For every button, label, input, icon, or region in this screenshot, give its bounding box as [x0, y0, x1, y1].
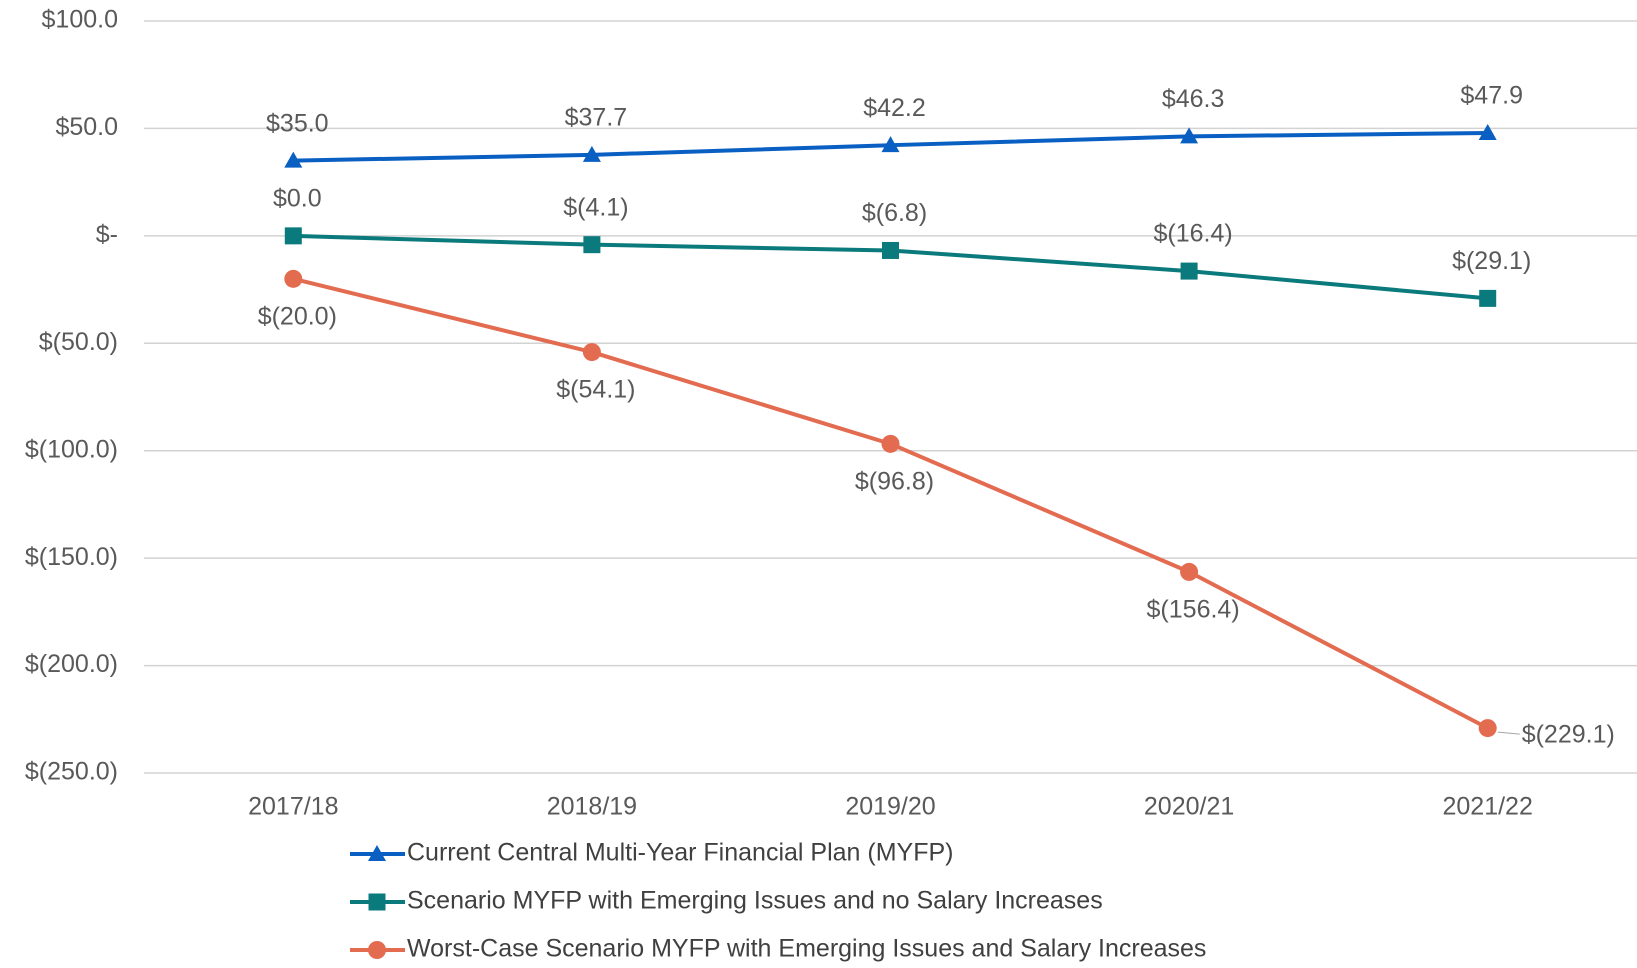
leader-line [1497, 731, 1520, 735]
marker [284, 269, 303, 288]
data-label: $35.0 [266, 109, 329, 137]
data-label: $(229.1) [1522, 721, 1615, 749]
legend-item: Scenario MYFP with Emerging Issues and n… [350, 887, 1103, 915]
legend-marker [368, 941, 386, 959]
y-tick-label: $(150.0) [25, 543, 118, 571]
marker [1478, 123, 1497, 140]
legend-item: Current Central Multi-Year Financial Pla… [350, 839, 953, 867]
legend-label: Worst-Case Scenario MYFP with Emerging I… [407, 935, 1206, 963]
marker [1479, 289, 1497, 307]
data-label: $(29.1) [1452, 247, 1531, 275]
data-label: $42.2 [863, 94, 926, 122]
series-line [292, 276, 1489, 730]
data-label: $46.3 [1162, 85, 1225, 113]
y-tick-label: $(100.0) [25, 435, 118, 463]
marker [582, 343, 601, 362]
data-label: $(16.4) [1153, 220, 1232, 248]
data-label: $(54.1) [556, 376, 635, 404]
marker [284, 227, 302, 245]
data-label: $0.0 [273, 184, 322, 212]
x-tick-label: 2019/20 [845, 793, 935, 821]
x-tick-label: 2018/19 [547, 793, 637, 821]
x-tick-label: 2021/22 [1443, 793, 1533, 821]
y-tick-label: $(250.0) [25, 758, 118, 786]
y-tick-label: $50.0 [55, 113, 118, 141]
marker [582, 145, 601, 162]
legend-label: Scenario MYFP with Emerging Issues and n… [407, 887, 1103, 915]
marker [583, 236, 601, 254]
legend-marker [368, 893, 386, 911]
x-tick-label: 2017/18 [248, 793, 338, 821]
legend: Current Central Multi-Year Financial Pla… [350, 839, 1206, 963]
data-label: $(6.8) [862, 199, 927, 227]
legend-marker [368, 845, 386, 861]
x-tick-label: 2020/21 [1144, 793, 1234, 821]
y-tick-label: $100.0 [42, 6, 118, 34]
marker [881, 136, 900, 153]
legend-label: Current Central Multi-Year Financial Pla… [407, 839, 953, 867]
marker [1180, 262, 1198, 280]
y-tick-label: $(50.0) [39, 328, 118, 356]
data-label: $(20.0) [258, 302, 337, 330]
marker [1180, 127, 1199, 144]
data-label: $(4.1) [563, 193, 628, 221]
y-tick-label: $- [96, 220, 118, 248]
data-label: $37.7 [565, 103, 628, 131]
data-label: $(156.4) [1147, 596, 1240, 624]
marker [1180, 562, 1199, 581]
y-tick-label: $(200.0) [25, 650, 118, 678]
data-label: $47.9 [1460, 82, 1523, 110]
marker [882, 241, 899, 259]
legend-item: Worst-Case Scenario MYFP with Emerging I… [350, 935, 1206, 963]
marker [1478, 719, 1497, 738]
data-label: $(96.8) [855, 467, 934, 495]
marker [284, 151, 303, 168]
marker [881, 434, 900, 453]
